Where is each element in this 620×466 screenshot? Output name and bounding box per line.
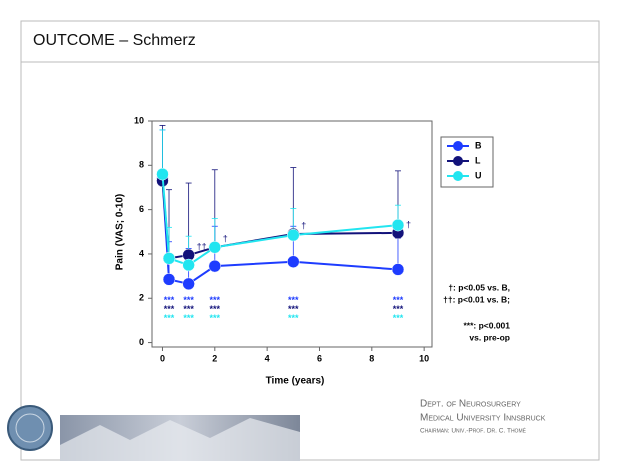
data-point <box>287 256 299 268</box>
footnote: ***: p<0.001 <box>463 320 510 330</box>
x-tick-label: 6 <box>317 353 322 363</box>
legend-label: B <box>475 140 482 150</box>
x-tick-label: 0 <box>160 353 165 363</box>
footnote: ††: p<0.01 vs. B; <box>443 294 510 304</box>
data-point <box>183 259 195 271</box>
data-point <box>163 273 175 285</box>
data-point <box>183 278 195 290</box>
significance-mark: *** <box>183 313 194 323</box>
legend-marker <box>453 141 463 151</box>
dagger-mark: † <box>223 234 228 244</box>
data-point <box>209 260 221 272</box>
significance-mark: *** <box>288 313 299 323</box>
legend-marker <box>453 171 463 181</box>
x-tick-label: 4 <box>265 353 270 363</box>
y-tick-label: 4 <box>139 248 144 258</box>
x-tick-label: 2 <box>212 353 217 363</box>
y-tick-label: 2 <box>139 293 144 303</box>
slide-frame <box>21 21 599 460</box>
slide-title: OUTCOME – Schmerz <box>33 32 196 49</box>
x-tick-label: 8 <box>369 353 374 363</box>
significance-mark: *** <box>164 313 175 323</box>
dagger-mark: † <box>406 219 411 229</box>
data-point <box>209 241 221 253</box>
y-axis-label: Pain (VAS; 0-10) <box>115 194 126 271</box>
dagger-mark: † <box>301 220 306 230</box>
footer-line: Chairman: Univ.-Prof. Dr. C. Thomé <box>420 428 527 435</box>
data-point <box>392 263 404 275</box>
slide: OUTCOME – Schmerz Time (years) Pain (VAS… <box>0 0 620 461</box>
footer-line: Dept. of Neurosurgery <box>420 399 521 410</box>
x-axis-label: Time (years) <box>266 376 325 387</box>
legend-label: L <box>475 155 481 165</box>
significance-mark: *** <box>393 313 404 323</box>
data-point <box>156 168 168 180</box>
significance-mark: *** <box>210 313 221 323</box>
y-tick-label: 8 <box>139 160 144 170</box>
data-point <box>392 219 404 231</box>
dagger-mark: †† <box>197 241 207 251</box>
y-tick-label: 0 <box>139 337 144 347</box>
x-tick-label: 10 <box>419 353 429 363</box>
legend-marker <box>453 156 463 166</box>
university-seal <box>8 406 52 450</box>
legend-label: U <box>475 170 482 180</box>
data-point <box>287 229 299 241</box>
y-tick-label: 10 <box>134 115 144 125</box>
footer-line: Medical University Innsbruck <box>420 413 546 424</box>
footnote: †: p<0.05 vs. B, <box>448 282 510 292</box>
data-point <box>163 252 175 264</box>
y-tick-label: 6 <box>139 204 144 214</box>
footnote: vs. pre-op <box>469 332 510 342</box>
